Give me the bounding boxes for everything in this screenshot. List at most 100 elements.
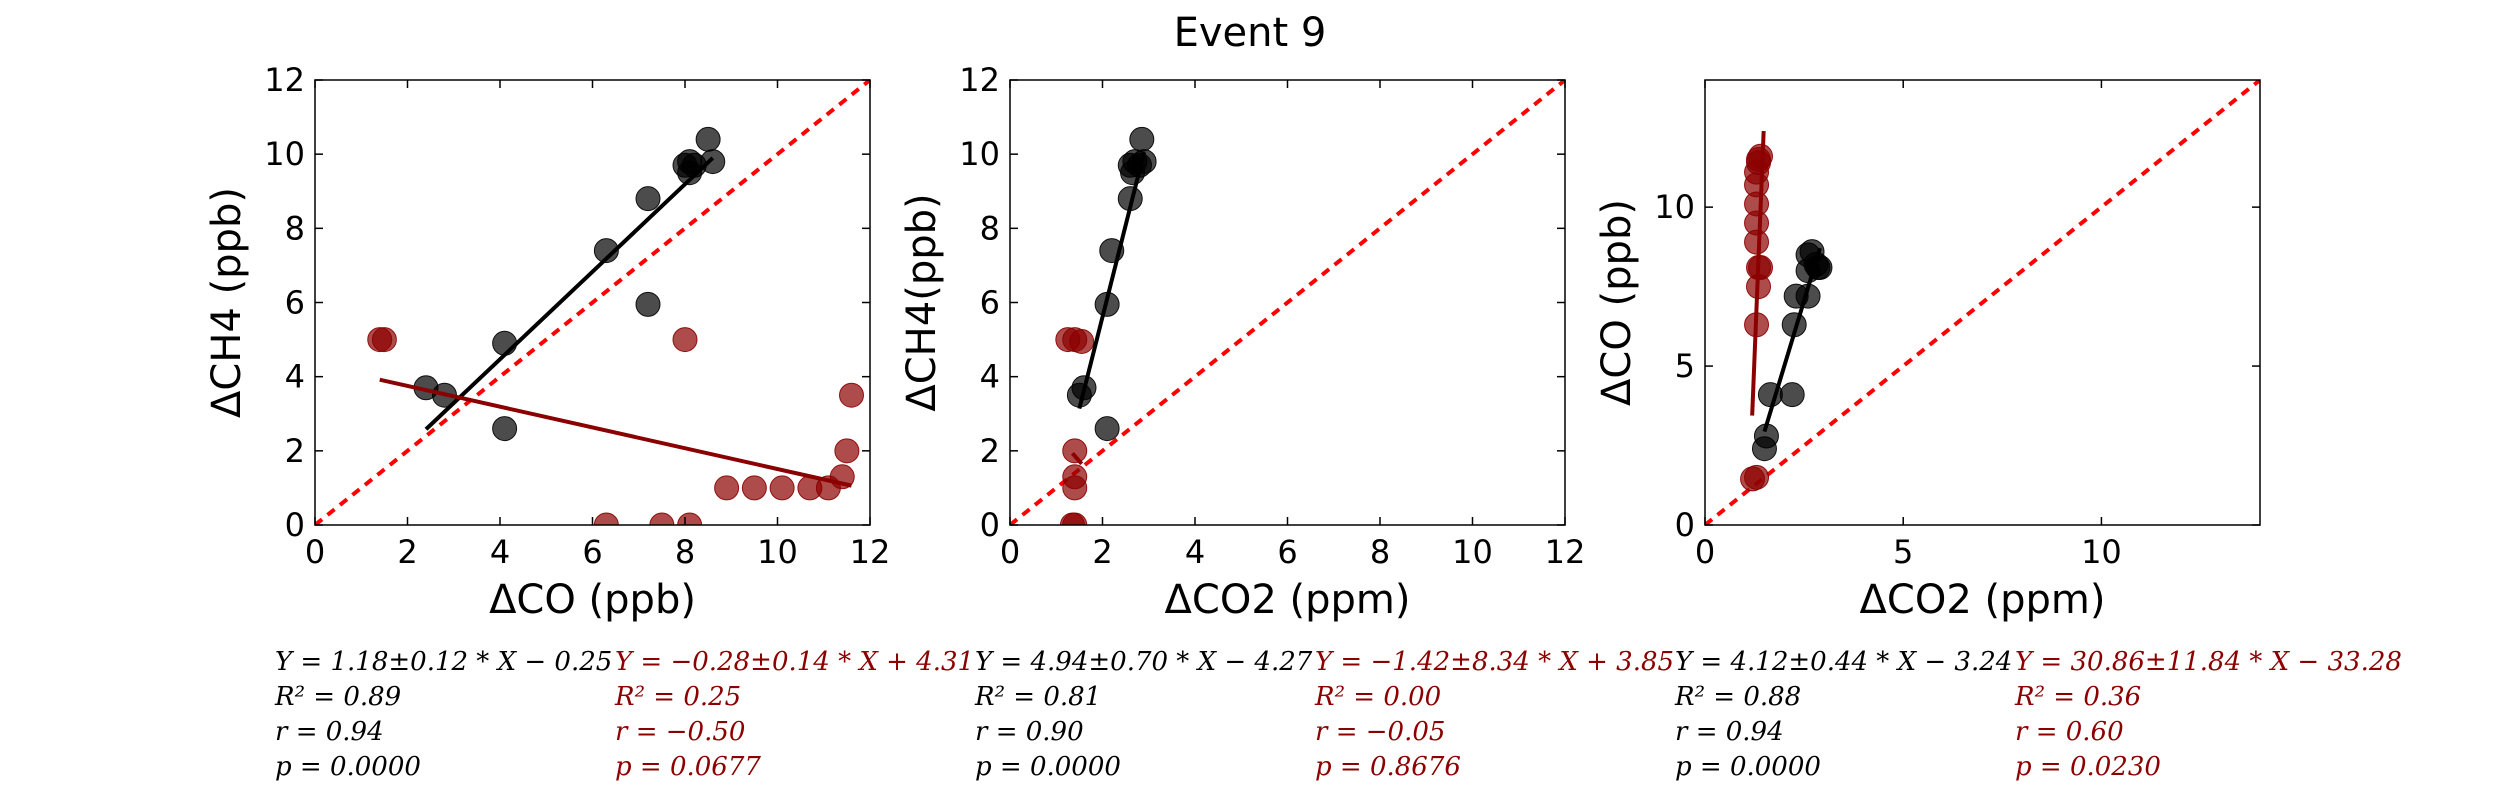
- plot-frame: [1704, 79, 2261, 526]
- one-to-one-line: [315, 80, 870, 525]
- data-point: [769, 475, 795, 501]
- x-tick-label: 12: [1545, 533, 1586, 571]
- data-point: [492, 330, 518, 356]
- y-tick-label: 6: [285, 284, 305, 322]
- data-point: [1748, 255, 1773, 281]
- fit-stat-line: r = 0.94: [275, 717, 384, 747]
- y-tick-label: 6: [980, 284, 1000, 322]
- data-point: [672, 327, 698, 353]
- series-2: [367, 327, 864, 525]
- data-point: [1744, 464, 1770, 490]
- x-tick-label: 4: [490, 533, 510, 571]
- one-to-one-line: [1705, 80, 2260, 525]
- data-point: [593, 512, 619, 525]
- data-point: [695, 126, 721, 152]
- x-tick-label: 0: [1695, 533, 1715, 571]
- fit-stat-line: p = 0.0000: [975, 752, 1121, 782]
- data-point: [1059, 512, 1085, 525]
- fit-stat-line: R² = 0.81: [974, 682, 1101, 712]
- data-point: [839, 382, 864, 408]
- data-point: [1779, 382, 1805, 408]
- y-tick-label: 8: [980, 209, 1000, 247]
- y-tick-label: 10: [264, 135, 305, 173]
- y-tick-label: 0: [1675, 506, 1695, 544]
- y-tick-label: 12: [959, 61, 1000, 99]
- chart-panel-1: 0 2 4 6 8 10 12 0 2 4 6 8 10 12 ΔCO (ppb) ΔCH4 (ppb) Y =…: [204, 61, 974, 782]
- fit-line-1: [424, 156, 715, 431]
- fit-stat-line: Y = 30.86±11.84 * X − 33.28: [2015, 647, 2402, 677]
- data-point: [1131, 149, 1157, 175]
- x-axis-label: ΔCO (ppb): [489, 577, 696, 623]
- data-point: [834, 438, 860, 464]
- x-axis-label: ΔCO2 (ppm): [1860, 577, 2106, 623]
- data-point: [741, 475, 767, 501]
- x-tick-label: 0: [1000, 533, 1020, 571]
- data-point: [714, 475, 740, 501]
- y-tick-label: 2: [285, 432, 305, 470]
- fit-stat-line: Y = 1.18±0.12 * X − 0.25: [275, 647, 612, 677]
- data-point: [1094, 416, 1120, 442]
- fit-stat-line: R² = 0.25: [614, 682, 741, 712]
- x-tick-label: 2: [397, 533, 417, 571]
- fit-stat-line: R² = 0.89: [274, 682, 401, 712]
- fit-stat-line: p = 0.0230: [2015, 752, 2161, 782]
- data-point: [371, 327, 397, 353]
- fit-stat-line: Y = −1.42±8.34 * X + 3.85: [1315, 647, 1674, 677]
- y-tick-label: 12: [264, 61, 305, 99]
- fit-stat-line: R² = 0.88: [1674, 682, 1801, 712]
- y-tick-label: 10: [1654, 188, 1695, 226]
- y-tick-label: 0: [980, 506, 1000, 544]
- series-1: [413, 126, 726, 442]
- fit-line-2: [1070, 451, 1084, 466]
- y-axis-label: ΔCH4(ppb): [899, 193, 945, 411]
- x-tick-label: 0: [305, 533, 325, 571]
- data-point: [677, 160, 703, 186]
- y-tick-label: 10: [959, 135, 1000, 173]
- x-tick-label: 8: [675, 533, 695, 571]
- x-tick-label: 4: [1185, 533, 1205, 571]
- one-to-one-line: [1010, 80, 1565, 525]
- x-axis-label: ΔCO2 (ppm): [1165, 577, 1411, 623]
- data-point: [1069, 328, 1095, 354]
- series-2: [1055, 327, 1095, 525]
- fit-stat-line: r = 0.60: [2015, 717, 2124, 747]
- x-tick-label: 6: [582, 533, 602, 571]
- fit-stat-line: p = 0.0000: [1675, 752, 1821, 782]
- data-point: [677, 512, 703, 525]
- fit-stat-line: Y = −0.28±0.14 * X + 4.31: [615, 647, 974, 677]
- chart-panel-2: 0 2 4 6 8 10 12 0 2 4 6 8 10 12 ΔCO2 (ppm) ΔCH4(ppb) Y =…: [899, 61, 1674, 782]
- x-tick-label: 10: [2081, 533, 2122, 571]
- x-tick-label: 10: [1452, 533, 1493, 571]
- y-tick-label: 4: [285, 358, 305, 396]
- x-tick-label: 12: [850, 533, 891, 571]
- fit-stat-line: p = 0.0000: [275, 752, 421, 782]
- x-tick-label: 8: [1370, 533, 1390, 571]
- x-tick-label: 5: [1893, 533, 1913, 571]
- x-tick-label: 6: [1277, 533, 1297, 571]
- fit-stat-line: r = 0.90: [975, 717, 1084, 747]
- fit-stat-line: r = −0.05: [1315, 717, 1445, 747]
- y-tick-label: 2: [980, 432, 1000, 470]
- fit-line-2: [1750, 131, 1766, 416]
- fit-stat-line: r = 0.94: [1675, 717, 1784, 747]
- data-point: [1129, 126, 1155, 152]
- fit-stat-line: p = 0.0677: [615, 752, 761, 782]
- fit-stat-line: Y = 4.94±0.70 * X − 4.27: [975, 647, 1313, 677]
- fit-line-1: [1762, 247, 1822, 433]
- x-tick-label: 10: [757, 533, 798, 571]
- figure-title: Event 9: [1174, 10, 1327, 56]
- y-tick-label: 5: [1675, 347, 1695, 385]
- x-tick-label: 2: [1092, 533, 1112, 571]
- y-tick-label: 0: [285, 506, 305, 544]
- fit-stat-line: r = −0.50: [615, 717, 745, 747]
- chart-panels: 0 2 4 6 8 10 12 0 2 4 6 8 10 12 ΔCO (ppb) ΔCH4 (ppb) Y =…: [204, 61, 2402, 782]
- series-1: [1751, 239, 1833, 462]
- data-point: [492, 416, 518, 442]
- fit-line-2: [379, 377, 852, 488]
- data-point: [649, 512, 675, 525]
- data-point: [1062, 475, 1088, 501]
- data-point: [593, 238, 619, 264]
- y-axis-label: ΔCO (ppb): [1594, 199, 1640, 406]
- y-tick-label: 4: [980, 358, 1000, 396]
